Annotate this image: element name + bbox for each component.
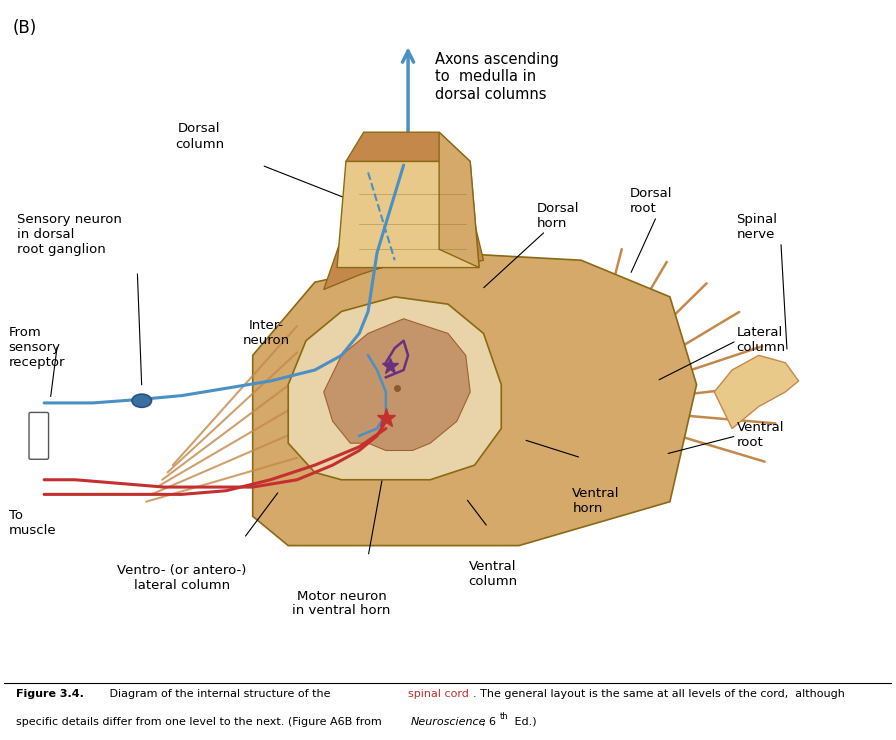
Polygon shape <box>323 319 470 451</box>
Text: Ventral
column: Ventral column <box>468 560 517 588</box>
Text: Inter-
neuron: Inter- neuron <box>243 320 289 347</box>
FancyBboxPatch shape <box>29 412 48 460</box>
Text: Lateral
column: Lateral column <box>737 326 786 354</box>
Text: Ventro- (or antero-)
lateral column: Ventro- (or antero-) lateral column <box>117 564 246 592</box>
Polygon shape <box>714 355 798 428</box>
Text: Dorsal
horn: Dorsal horn <box>537 202 580 229</box>
Text: From
sensory
receptor: From sensory receptor <box>9 326 65 369</box>
Text: Dorsal
column: Dorsal column <box>175 123 224 150</box>
Polygon shape <box>439 132 479 268</box>
Text: . The general layout is the same at all levels of the cord,  although: . The general layout is the same at all … <box>473 689 845 699</box>
Polygon shape <box>289 297 501 480</box>
Text: Dorsal
root: Dorsal root <box>630 187 673 215</box>
Text: spinal cord: spinal cord <box>408 689 469 699</box>
Text: , 6: , 6 <box>482 716 496 727</box>
Text: Spinal
nerve: Spinal nerve <box>737 212 778 241</box>
Polygon shape <box>253 253 696 545</box>
Text: Figure 3.4.: Figure 3.4. <box>16 689 84 699</box>
Text: (B): (B) <box>13 18 38 37</box>
Text: Ventral
horn: Ventral horn <box>573 487 620 515</box>
Text: Sensory neuron
in dorsal
root ganglion: Sensory neuron in dorsal root ganglion <box>18 212 123 256</box>
Text: th: th <box>500 712 509 721</box>
Text: Neuroscience: Neuroscience <box>410 716 486 727</box>
Text: specific details differ from one level to the next. (Figure A6B from: specific details differ from one level t… <box>16 716 385 727</box>
Text: Ventral
root: Ventral root <box>737 421 784 449</box>
Ellipse shape <box>132 394 151 407</box>
Text: To
muscle: To muscle <box>9 509 56 537</box>
Text: Axons ascending
to  medulla in
dorsal columns: Axons ascending to medulla in dorsal col… <box>435 52 558 101</box>
Text: Ed.): Ed.) <box>511 716 537 727</box>
Polygon shape <box>337 161 479 268</box>
Polygon shape <box>323 150 484 289</box>
Text: Motor neuron
in ventral horn: Motor neuron in ventral horn <box>292 590 391 617</box>
Text: Diagram of the internal structure of the: Diagram of the internal structure of the <box>106 689 333 699</box>
Polygon shape <box>346 132 470 161</box>
